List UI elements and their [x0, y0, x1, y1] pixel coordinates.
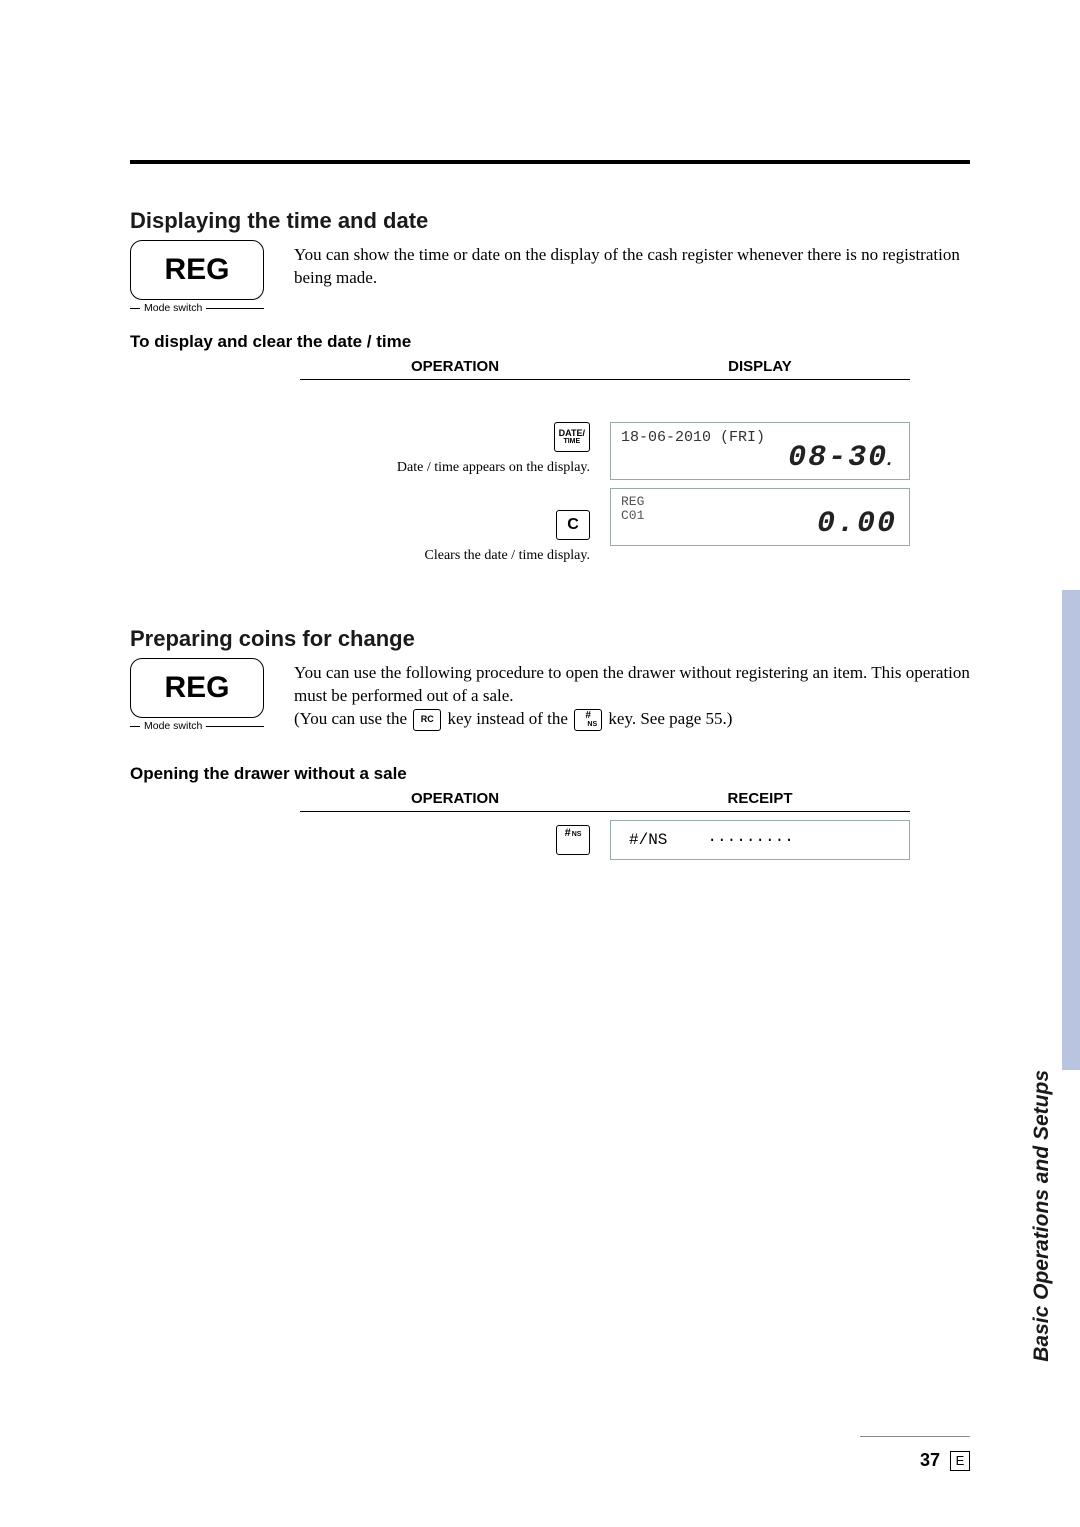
caption-date: Date / time appears on the display. [397, 460, 590, 476]
mode-switch-block-1: REG Mode switch [130, 240, 264, 314]
lcd2-segment: 0.00 [817, 507, 897, 541]
lcd1-segment: 08-30 [788, 441, 897, 475]
op-display-table: OPERATION DISPLAY DATE/ TIME Date / time… [300, 358, 910, 564]
side-tab: Basic Operations and Setups [1044, 590, 1080, 1070]
receipt-dots: ········· [707, 831, 793, 849]
page-footer: 37 E [920, 1450, 970, 1471]
ns-key: #NS [556, 825, 590, 855]
col-receipt: RECEIPT [610, 790, 910, 811]
col-operation-1: OPERATION [300, 358, 610, 379]
caption-clear: Clears the date / time display. [425, 548, 591, 564]
lcd-datetime: 18-06-2010 (FRI) 08-30 [610, 422, 910, 480]
page-number: 37 [920, 1450, 940, 1471]
lang-code: E [950, 1451, 970, 1471]
section2-subheading: Opening the drawer without a sale [130, 764, 970, 784]
rc-key: RC [413, 709, 441, 731]
section-coins-change: Preparing coins for change REG Mode swit… [130, 626, 970, 860]
section2-para: You can use the following procedure to o… [294, 658, 970, 731]
footer-rule [860, 1436, 970, 1437]
lcd-reg: REG C01 0.00 [610, 488, 910, 546]
section1-intro: You can show the time or date on the dis… [294, 240, 970, 290]
section1-subheading: To display and clear the date / time [130, 332, 970, 352]
receipt-strip: #/NS ········· [610, 820, 910, 860]
c-key: C [556, 510, 590, 540]
mode-switch-label-1: Mode switch [140, 302, 206, 314]
header-rule [130, 160, 970, 164]
col-operation-2: OPERATION [300, 790, 610, 811]
ns-key-inline: #NS [574, 709, 602, 731]
reg-box-1: REG [130, 240, 264, 300]
col-display: DISPLAY [610, 358, 910, 379]
mode-switch-block-2: REG Mode switch [130, 658, 264, 732]
section-time-date: Displaying the time and date REG Mode sw… [130, 208, 970, 564]
side-tab-text: Basic Operations and Setups [1030, 1070, 1054, 1362]
section2-title: Preparing coins for change [130, 626, 970, 652]
date-time-key: DATE/ TIME [554, 422, 590, 452]
reg-box-2: REG [130, 658, 264, 718]
receipt-label: #/NS [629, 831, 667, 849]
op-receipt-table: OPERATION RECEIPT #NS #/NS ········· [300, 790, 910, 860]
mode-switch-label-2: Mode switch [140, 720, 206, 732]
section1-title: Displaying the time and date [130, 208, 970, 234]
